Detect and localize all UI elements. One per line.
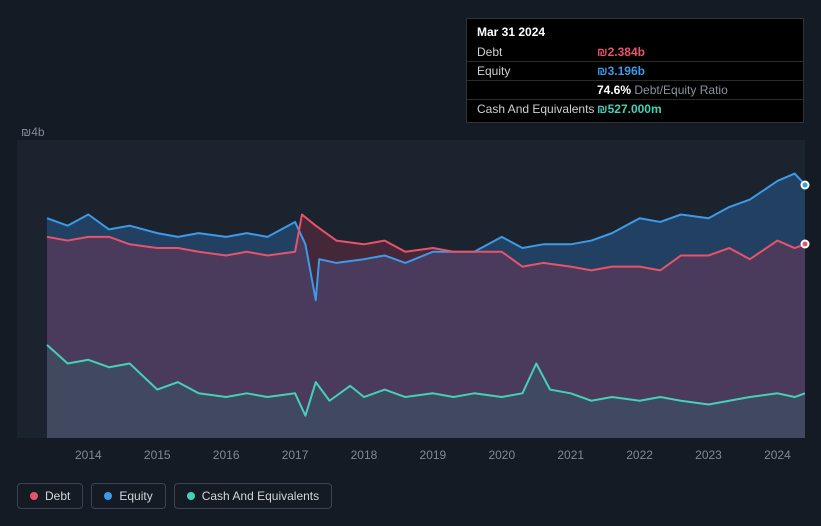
tooltip-date: Mar 31 2024 (467, 23, 803, 43)
x-axis-tick: 2018 (351, 448, 378, 462)
x-axis-tick: 2014 (75, 448, 102, 462)
x-axis-tick: 2023 (695, 448, 722, 462)
hover-tooltip: Mar 31 2024 Debt₪2.384bEquity₪3.196b74.6… (466, 18, 804, 123)
tooltip-row-value: ₪527.000m (597, 102, 662, 116)
legend-label: Debt (45, 489, 70, 503)
x-axis-tick: 2021 (557, 448, 584, 462)
legend-dot-icon (187, 492, 195, 500)
x-axis-tick: 2020 (488, 448, 515, 462)
tooltip-row: Debt₪2.384b (467, 43, 803, 62)
tooltip-row-value: ₪3.196b (597, 64, 645, 78)
legend-item-equity[interactable]: Equity (91, 483, 165, 509)
tooltip-row: 74.6% Debt/Equity Ratio (467, 81, 803, 100)
chart-legend: Debt Equity Cash And Equivalents (17, 483, 332, 509)
tooltip-row: Equity₪3.196b (467, 62, 803, 81)
legend-dot-icon (30, 492, 38, 500)
chart-canvas (17, 140, 805, 438)
tooltip-row-label: Cash And Equivalents (477, 102, 597, 116)
legend-dot-icon (104, 492, 112, 500)
legend-item-debt[interactable]: Debt (17, 483, 83, 509)
tooltip-row-label (477, 83, 597, 97)
legend-label: Equity (119, 489, 152, 503)
x-axis-tick: 2015 (144, 448, 171, 462)
x-axis-tick: 2017 (282, 448, 309, 462)
legend-label: Cash And Equivalents (202, 489, 319, 503)
x-axis-tick: 2019 (420, 448, 447, 462)
tooltip-row-value: 74.6% Debt/Equity Ratio (597, 83, 728, 97)
x-axis-tick: 2016 (213, 448, 240, 462)
y-axis-max-label: ₪4b (21, 125, 45, 139)
tooltip-row: Cash And Equivalents₪527.000m (467, 100, 803, 118)
tooltip-row-label: Debt (477, 45, 597, 59)
legend-item-cash-and-equivalents[interactable]: Cash And Equivalents (174, 483, 332, 509)
x-axis-tick: 2022 (626, 448, 653, 462)
end-marker-debt (801, 240, 810, 249)
end-marker-equity (801, 180, 810, 189)
tooltip-row-label: Equity (477, 64, 597, 78)
tooltip-row-value: ₪2.384b (597, 45, 645, 59)
x-axis-tick: 2024 (764, 448, 791, 462)
